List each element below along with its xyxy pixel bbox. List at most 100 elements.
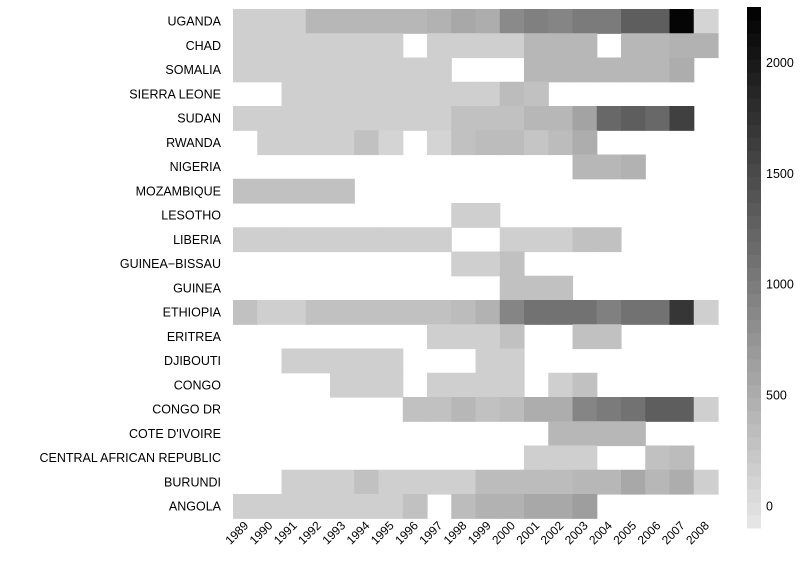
heatmap-cell: [645, 469, 671, 495]
heatmap-cell: [499, 130, 525, 156]
row-label: CHAD: [186, 39, 221, 53]
heatmap-cell: [621, 469, 646, 495]
heatmap-cell: [645, 33, 671, 59]
heatmap-cell: [305, 227, 331, 253]
heatmap-cell: [330, 130, 355, 156]
heatmap-cell: [354, 81, 380, 107]
heatmap-cell: [233, 106, 258, 131]
row-label: GUINEA: [173, 281, 222, 295]
heatmap-cell: [305, 57, 331, 83]
row-label: NIGERIA: [170, 160, 222, 174]
heatmap-cell: [427, 469, 452, 495]
heatmap-cell: [354, 130, 380, 156]
row-label: UGANDA: [168, 15, 222, 29]
heatmap-cell: [378, 33, 404, 59]
heatmap-cell: [451, 494, 477, 519]
row-label: LESOTHO: [161, 209, 221, 223]
heatmap-cell: [572, 300, 598, 325]
column-label: 2003: [562, 518, 591, 547]
heatmap-cell: [427, 81, 452, 107]
heatmap-cell: [572, 9, 598, 34]
heatmap-cell: [475, 251, 501, 277]
heatmap-cell: [354, 9, 380, 34]
column-label: 2004: [586, 518, 615, 547]
colorbar-step: [747, 410, 761, 425]
heatmap-cell: [305, 9, 331, 34]
heatmap-cell: [572, 57, 598, 83]
heatmap-cell: [402, 106, 428, 131]
colorbar-step: [747, 384, 761, 399]
heatmap-cell: [257, 300, 283, 325]
heatmap-cell: [572, 445, 598, 471]
heatmap-cell: [330, 81, 355, 107]
colorbar-tick-label: 2000: [766, 56, 794, 70]
heatmap-cell: [693, 33, 719, 59]
heatmap-cell: [645, 57, 671, 83]
heatmap-cell: [402, 494, 428, 519]
colorbar-step: [747, 85, 761, 99]
colorbar-step: [747, 371, 761, 386]
column-label: 1992: [295, 518, 324, 547]
heatmap-cell: [330, 469, 355, 495]
colorbar-step: [747, 358, 761, 373]
colorbar-step: [747, 475, 761, 490]
heatmap-cell: [524, 130, 549, 156]
colorbar-step: [747, 254, 761, 268]
colorbar-step: [747, 306, 761, 321]
heatmap-cell: [499, 227, 525, 253]
heatmap-cell: [548, 397, 574, 422]
heatmap-cell: [499, 275, 525, 301]
heatmap-cell: [451, 130, 477, 156]
heatmap-cell: [548, 445, 574, 471]
heatmap-cell: [524, 397, 549, 422]
heatmap-cell: [233, 57, 258, 83]
colorbar-tick-label: 1500: [766, 167, 794, 181]
heatmap-cell: [427, 324, 452, 350]
heatmap-cell: [596, 469, 622, 495]
heatmap-cell: [596, 57, 622, 83]
heatmap-cell: [330, 348, 355, 374]
column-label: 1996: [392, 518, 421, 547]
heatmap-cell: [548, 130, 574, 156]
colorbar-step: [747, 423, 761, 438]
heatmap-cell: [233, 9, 258, 34]
heatmap-cell: [305, 178, 331, 204]
heatmap-cell: [548, 106, 574, 131]
heatmap-cell: [572, 154, 598, 180]
colorbar-step: [747, 332, 761, 347]
heatmap-cell: [451, 372, 477, 398]
heatmap-cell: [330, 178, 355, 204]
heatmap-cell: [257, 494, 283, 519]
heatmap-cell: [451, 203, 477, 228]
column-label: 2000: [489, 518, 518, 547]
heatmap-cell: [305, 33, 331, 59]
heatmap-cell: [524, 275, 549, 301]
heatmap-cell: [330, 106, 355, 131]
heatmap-cell: [378, 130, 404, 156]
heatmap-cell: [669, 33, 695, 59]
heatmap-cell: [475, 494, 501, 519]
heatmap-cell: [548, 300, 574, 325]
heatmap-cell: [669, 57, 695, 83]
colorbar-step: [747, 33, 761, 47]
heatmap-cell: [645, 397, 671, 422]
heatmap-cell: [257, 57, 283, 83]
heatmap-cell: [427, 300, 452, 325]
colorbar-step: [747, 59, 761, 73]
heatmap-cell: [596, 154, 622, 180]
heatmap-cell: [524, 106, 549, 131]
row-label: COTE D'IVOIRE: [129, 427, 221, 441]
heatmap-cell: [524, 227, 549, 253]
heatmap-cell: [596, 397, 622, 422]
heatmap-cell: [305, 300, 331, 325]
heatmap-cell: [548, 33, 574, 59]
heatmap-cell: [669, 469, 695, 495]
heatmap-cell: [572, 421, 598, 447]
heatmap-cell: [451, 324, 477, 350]
heatmap-cell: [451, 33, 477, 59]
heatmap-cell: [475, 9, 501, 34]
heatmap-cell: [402, 9, 428, 34]
heatmap-cell: [524, 494, 549, 519]
heatmap-cell: [451, 397, 477, 422]
